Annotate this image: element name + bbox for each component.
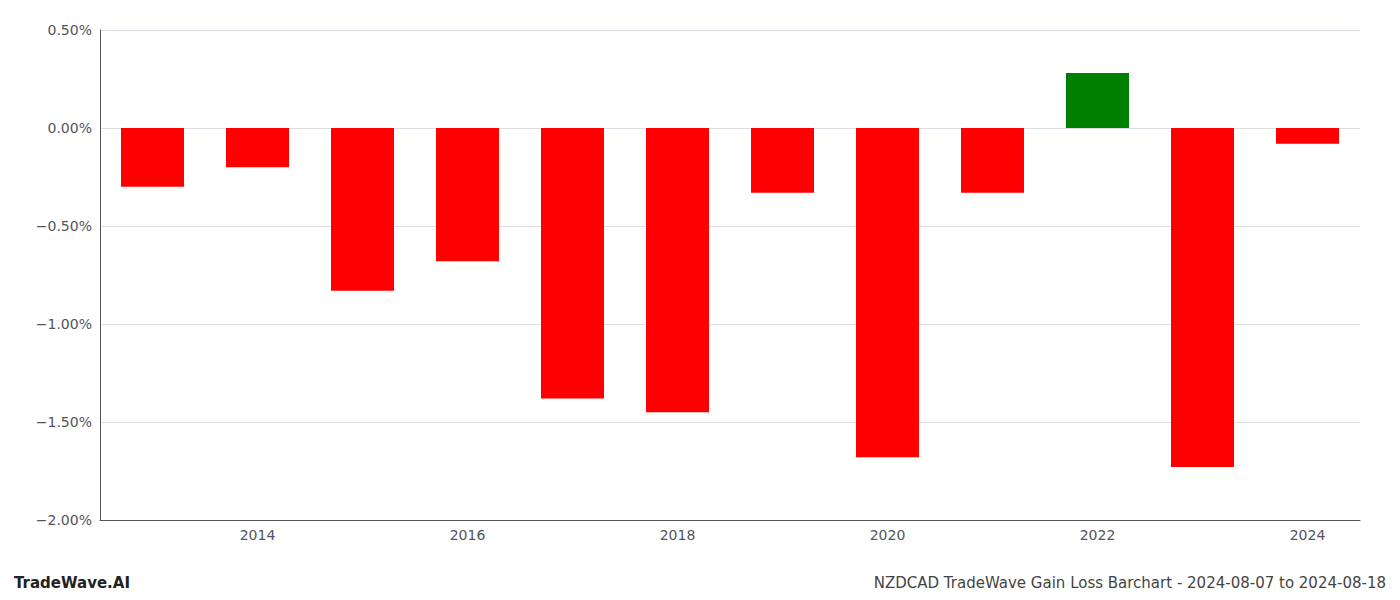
svg-text:−1.50%: −1.50% bbox=[36, 414, 92, 430]
svg-text:2024: 2024 bbox=[1290, 527, 1326, 543]
svg-text:0.00%: 0.00% bbox=[48, 120, 92, 136]
svg-text:2016: 2016 bbox=[450, 527, 486, 543]
svg-text:−0.50%: −0.50% bbox=[36, 218, 92, 234]
svg-text:2018: 2018 bbox=[660, 527, 696, 543]
svg-text:−1.00%: −1.00% bbox=[36, 316, 92, 332]
svg-text:2020: 2020 bbox=[870, 527, 906, 543]
svg-text:2022: 2022 bbox=[1080, 527, 1116, 543]
svg-text:NZDCAD TradeWave Gain Loss Bar: NZDCAD TradeWave Gain Loss Barchart - 20… bbox=[874, 574, 1386, 592]
svg-text:TradeWave.AI: TradeWave.AI bbox=[14, 574, 130, 592]
svg-text:0.50%: 0.50% bbox=[48, 22, 92, 38]
svg-text:−2.00%: −2.00% bbox=[36, 512, 92, 528]
svg-text:2014: 2014 bbox=[240, 527, 276, 543]
